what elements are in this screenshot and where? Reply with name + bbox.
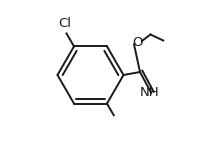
Text: O: O	[133, 36, 143, 49]
Text: Cl: Cl	[59, 17, 71, 30]
Text: NH: NH	[140, 87, 160, 99]
